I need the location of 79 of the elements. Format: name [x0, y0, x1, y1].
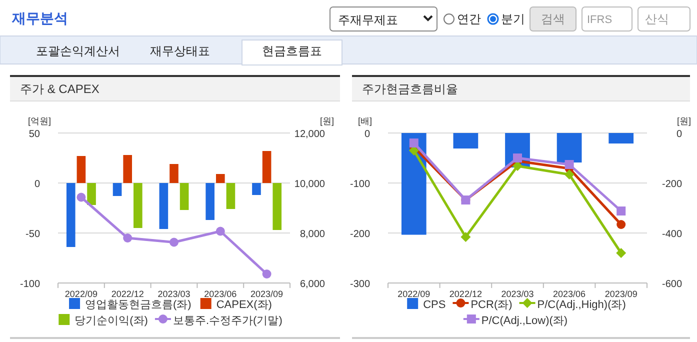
y-tick-label: -300 — [350, 279, 370, 290]
bar — [226, 183, 236, 209]
y-tick-label: 50 — [28, 129, 40, 140]
legend-label: 당기순이익(좌) — [74, 315, 148, 327]
x-tick-label: 2022/09 — [398, 289, 430, 299]
point — [409, 138, 418, 148]
point — [564, 160, 574, 169]
bar — [170, 164, 178, 183]
chart-title: 주가현금흐름비율 — [362, 82, 458, 96]
bar — [76, 156, 86, 183]
y-tick-label: 0 — [34, 179, 40, 190]
x-tick-label: 2023/06 — [553, 289, 586, 299]
point — [123, 234, 132, 242]
text: 주재무제표 — [338, 13, 398, 27]
y-tick-label: -100 — [20, 279, 40, 290]
y2-axis-title: [원] — [320, 116, 334, 126]
y-tick-label: 0 — [364, 129, 370, 140]
bar — [252, 183, 261, 195]
bar — [216, 174, 225, 183]
point — [460, 232, 471, 242]
point — [170, 238, 178, 247]
point — [616, 248, 626, 258]
text: 현금흐름표 — [262, 44, 322, 58]
y2-axis-title: [원] — [677, 116, 692, 126]
y-tick-label: -200 — [350, 229, 370, 240]
text: 분기 — [501, 12, 525, 26]
text: 포괄손익계산서 — [36, 44, 120, 58]
bar — [272, 183, 282, 230]
text: 재무분석 — [11, 10, 68, 26]
y2-tick-label: -600 — [662, 279, 682, 290]
x-tick-label: 2023/03 — [158, 289, 190, 299]
legend-label: 영업활동현금흐름(좌) — [85, 299, 192, 311]
legend-label: P/C(Adj.,Low)(좌) — [481, 315, 568, 327]
bar — [159, 183, 168, 229]
text: 재무상태표 — [150, 44, 210, 58]
legend-label: PCR(좌) — [470, 299, 512, 311]
point — [564, 170, 574, 180]
y2-tick-label: 10,000 — [294, 179, 326, 190]
y2-tick-label: 12,000 — [294, 129, 326, 140]
bar — [262, 151, 272, 183]
x-tick-label: 2022/12 — [449, 289, 482, 299]
y2-tick-label: 6,000 — [300, 279, 326, 290]
point — [216, 226, 225, 236]
text: IFRS — [587, 14, 612, 26]
y2-tick-label: 0 — [676, 129, 682, 140]
x-tick-label: 2023/09 — [250, 289, 284, 299]
bar — [87, 183, 96, 205]
point — [262, 270, 272, 278]
bar — [180, 183, 189, 210]
y2-tick-label: -400 — [662, 229, 682, 240]
text: 산식 — [645, 12, 669, 26]
point — [76, 192, 86, 202]
legend-label: CPS — [423, 299, 446, 311]
text: 검색 — [541, 12, 565, 26]
bar — [112, 183, 122, 196]
chart-title: 주가 & CAPEX — [20, 82, 100, 96]
bar — [134, 183, 142, 228]
bar — [206, 183, 214, 220]
legend-label: CAPEX(좌) — [216, 299, 272, 311]
point — [512, 161, 522, 171]
x-tick-label: 2022/12 — [111, 289, 144, 299]
x-tick-label: 2023/06 — [204, 289, 237, 299]
text: 연간 — [457, 12, 481, 26]
y-axis-title: [억원] — [28, 116, 52, 126]
y-tick-label: -50 — [26, 229, 40, 240]
bar — [123, 155, 132, 183]
point — [616, 220, 626, 229]
legend-label: P/C(Adj.,High)(좌) — [537, 299, 626, 311]
y-axis-title: [배] — [358, 116, 372, 126]
y2-tick-label: 8,000 — [300, 229, 326, 240]
point — [616, 206, 626, 216]
x-tick-label: 2023/03 — [501, 289, 534, 299]
x-tick-label: 2023/09 — [604, 289, 638, 299]
legend-label: 보통주.수정주가(기말) — [172, 315, 282, 327]
y2-tick-label: -200 — [662, 179, 682, 190]
x-tick-label: 2022/09 — [64, 289, 98, 299]
point — [513, 154, 522, 162]
y-tick-label: -100 — [350, 179, 370, 190]
bar — [66, 183, 76, 247]
